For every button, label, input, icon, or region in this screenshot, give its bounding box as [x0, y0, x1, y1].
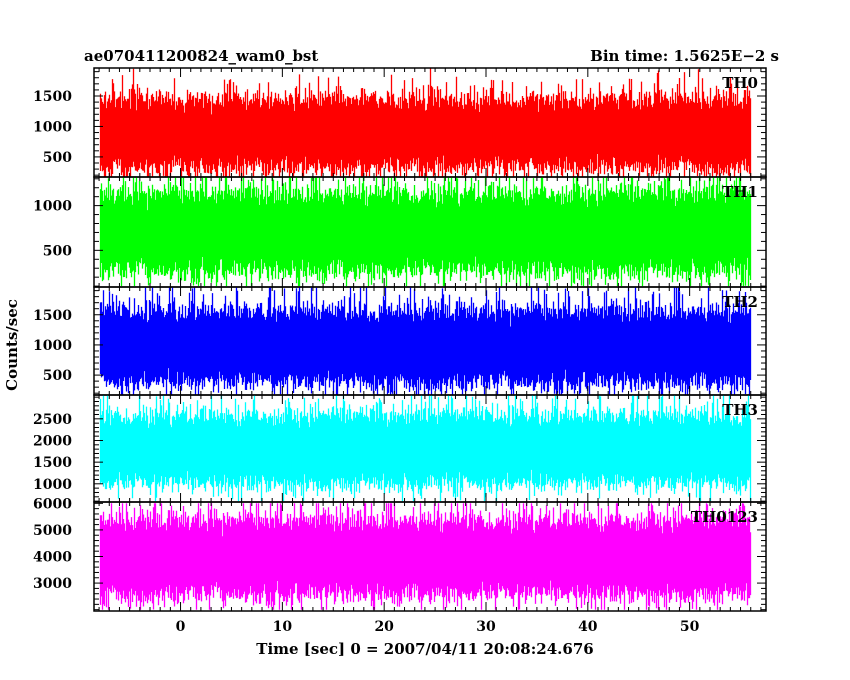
y-tick-label: 2000: [33, 433, 72, 449]
y-tick-label: 6000: [33, 496, 72, 512]
series-th0123: [99, 503, 752, 610]
y-tick-label: 1000: [33, 199, 72, 215]
x-tick-label: 40: [578, 619, 598, 635]
y-tick-label: 3000: [33, 576, 72, 592]
x-tick-label: 50: [680, 619, 700, 635]
y-tick-label: 5000: [33, 523, 72, 539]
x-tick-label: 10: [273, 619, 293, 635]
panel-th3: 1000 1500 2000 2500 TH3: [33, 394, 767, 503]
chart-bin-time: Bin time: 1.5625E−2 s: [590, 47, 779, 65]
series-th0: [99, 68, 752, 177]
panel-label-th3: TH3: [722, 401, 758, 419]
y-tick-label: 500: [43, 150, 72, 166]
y-tick-label: 500: [43, 243, 72, 259]
y-tick-label: 2500: [33, 412, 72, 428]
series-th3: [99, 395, 752, 502]
panel-label-th2: TH2: [722, 293, 758, 311]
x-axis: 0 10 20 30 40 50: [176, 619, 700, 635]
x-axis-label: Time [sec] 0 = 2007/04/11 20:08:24.676: [256, 640, 593, 658]
panel-th0: 500 1000 1500 TH0: [33, 67, 767, 178]
panel-label-th0123: TH0123: [691, 508, 758, 526]
y-tick-label: 1500: [33, 455, 72, 471]
y-tick-label: 1000: [33, 119, 72, 135]
y-tick-label: 1000: [33, 338, 72, 354]
x-tick-label: 30: [476, 619, 496, 635]
y-tick-label: 1000: [33, 477, 72, 493]
y-tick-label: 1500: [33, 308, 72, 324]
panel-th2: 500 1000 1500 TH2: [33, 286, 767, 396]
panels: 500 1000 1500 TH0 500 1000 TH1 500 1000 1500 TH2 10…: [33, 67, 767, 612]
panel-th0123: 3000 4000 5000 6000 TH0123: [33, 496, 767, 612]
y-tick-label: 500: [43, 368, 72, 384]
x-tick-label: 20: [374, 619, 394, 635]
y-tick-label: 1500: [33, 89, 72, 105]
series-th2: [99, 287, 752, 395]
panel-th1: 500 1000 TH1: [33, 176, 767, 288]
x-tick-label: 0: [176, 619, 186, 635]
series-th1: [99, 177, 752, 287]
chart-title: ae070411200824_wam0_bst: [84, 47, 318, 65]
panel-label-th1: TH1: [722, 183, 758, 201]
y-axis-label: Counts/sec: [3, 299, 21, 391]
panel-label-th0: TH0: [722, 74, 758, 92]
y-tick-label: 4000: [33, 550, 72, 566]
